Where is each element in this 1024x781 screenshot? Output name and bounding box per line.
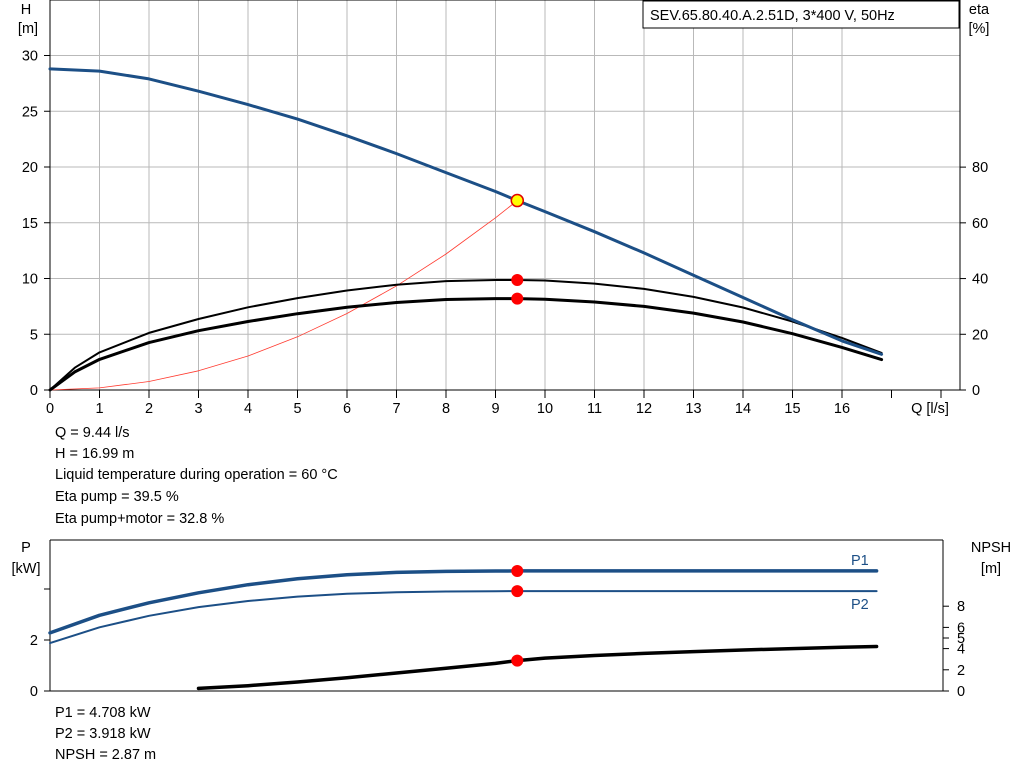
tick-label-y-left: 25 (22, 104, 38, 120)
power-chart-duty-points (511, 564, 524, 667)
tick-label-y-left: 10 (22, 272, 38, 288)
eta-pump-motor-curve (48, 297, 884, 392)
info-head: H = 16.99 m (55, 446, 135, 462)
tick-label-x: 11 (587, 401, 602, 417)
head-curve (48, 67, 884, 356)
tick-label-x: 12 (636, 401, 652, 417)
pump-label-box (642, 0, 960, 29)
tick-label-x: 2 (145, 401, 153, 417)
info-eta-pump-motor: Eta pump+motor = 32.8 % (55, 511, 225, 527)
tick-label-x: 10 (537, 401, 553, 417)
tick-label-x: 14 (735, 401, 751, 417)
info-liquid-temperature: Liquid temperature during operation = 60… (55, 467, 338, 483)
tick-label-x: 6 (343, 401, 351, 417)
tick-label-y-left: 15 (22, 216, 38, 232)
eta-duty-point (511, 273, 524, 286)
eta-pump-curve (49, 279, 883, 391)
p1-duty-point (511, 564, 524, 577)
tick-label-y-left: 30 (22, 49, 38, 65)
tick-label-y-right: 8 (957, 599, 965, 615)
tick-label-y-right: 0 (957, 684, 965, 700)
tick-label-y-left: 0 (30, 684, 38, 700)
p2-duty-point (511, 585, 524, 598)
info-npsh: NPSH = 2.87 m (55, 747, 157, 763)
npsh-axis-title: NPSH (971, 540, 1011, 556)
tick-label-x: 8 (442, 401, 450, 417)
npsh-axis-unit: [m] (981, 561, 1001, 577)
flow-axis-title: Q [l/s] (911, 401, 949, 417)
tick-label-x: 0 (46, 401, 54, 417)
tick-label-x: 7 (392, 401, 400, 417)
info-flow: Q = 9.44 l/s (55, 425, 130, 441)
power-chart: P [kW] NPSH [m] 0 2 0 2 456 8 P1 P2 (12, 539, 1011, 700)
pump-label: SEV.65.80.40.A.2.51D, 3*400 V, 50Hz (650, 8, 895, 24)
tick-label-x: 15 (784, 401, 800, 417)
npsh-duty-point (511, 654, 524, 667)
tick-label-y-right: 2 (957, 663, 965, 679)
system-curve (49, 200, 518, 391)
tick-label-y-right: 5 (957, 631, 965, 647)
tick-label-x: 3 (194, 401, 202, 417)
tick-label-y-right: 20 (972, 327, 988, 343)
p1-series-label: P1 (851, 553, 869, 569)
head-duty-point (510, 193, 525, 208)
head-chart-ticks: 0 1 2 3 4 5 6 7 8 9 10 11 12 13 14 15 160510152025300204… (22, 49, 988, 418)
power-chart-ticks: 0 2 0 2 456 8 (30, 588, 965, 700)
head-chart-series (48, 67, 884, 392)
tick-label-y-left: 20 (22, 160, 38, 176)
tick-label-y-left: 2 (30, 633, 38, 649)
head-axis-unit: [m] (18, 21, 38, 37)
eta-axis-title: eta (969, 2, 990, 18)
p1-curve (48, 569, 879, 635)
head-chart-duty-points (510, 193, 525, 305)
tick-label-x: 4 (244, 401, 252, 417)
power-chart-series-labels: P1 P2 (851, 553, 869, 613)
tick-label-x: 13 (685, 401, 701, 417)
p2-curve (49, 590, 878, 645)
tick-label-x: 1 (95, 401, 103, 417)
eta-duty-point (511, 292, 524, 305)
tick-label-y-left: 5 (30, 327, 38, 343)
tick-label-y-right: 40 (972, 272, 988, 288)
npsh-curve (196, 644, 879, 691)
head-chart: H [m] eta [%] Q [l/s] SEV.65.80.40.A.2.5… (18, 0, 990, 417)
tick-label-y-right: 0 (972, 383, 980, 399)
power-axis-title: P (21, 540, 31, 556)
head-axis-title: H (21, 2, 31, 18)
power-chart-series (48, 569, 879, 691)
tick-label-x: 9 (491, 401, 499, 417)
tick-label-x: 5 (293, 401, 301, 417)
info-p1: P1 = 4.708 kW (55, 705, 151, 721)
tick-label-y-left: 0 (30, 383, 38, 399)
power-axis-unit: [kW] (12, 561, 41, 577)
tick-label-y-right: 80 (972, 160, 988, 176)
tick-label-y-right: 4 (957, 642, 965, 658)
tick-label-x: 16 (834, 401, 850, 417)
info-p2: P2 = 3.918 kW (55, 726, 151, 742)
tick-label-y-right: 60 (972, 216, 988, 232)
info-eta-pump: Eta pump = 39.5 % (55, 489, 179, 505)
tick-label-y-right: 6 (957, 620, 965, 636)
p2-series-label: P2 (851, 597, 869, 613)
eta-axis-unit: [%] (969, 21, 990, 37)
